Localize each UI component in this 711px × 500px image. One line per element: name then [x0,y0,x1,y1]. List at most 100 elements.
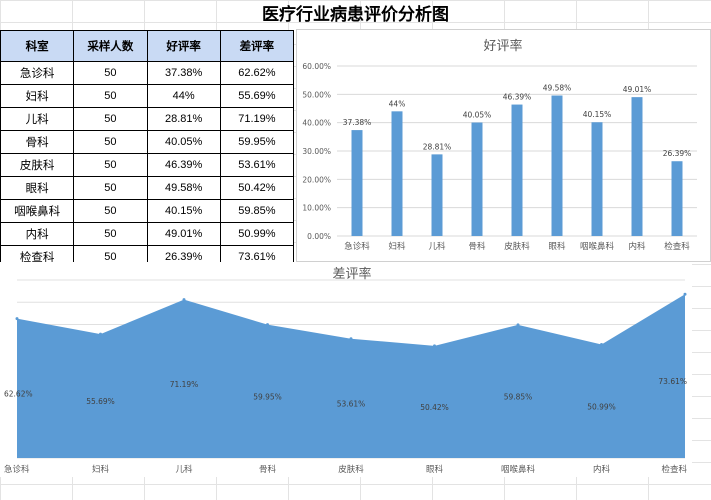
area-point[interactable] [15,317,19,321]
area-point[interactable] [516,323,520,327]
cell-good-rate[interactable]: 49.58% [146,176,221,200]
cell-bad-rate[interactable]: 55.69% [219,84,295,108]
area-chart-title: 差评率 [332,266,371,282]
good-rate-chart-panel[interactable]: 好评率 0.00% 10.00% 20.00% 30.00% 40.00% 50.00% 60… [296,29,711,262]
header-good-rate[interactable]: 好评率 [146,30,221,62]
bar-good-rate[interactable] [551,95,563,236]
bar-x-tick-label: 咽喉鼻科 [580,241,615,252]
cell-sample[interactable]: 50 [73,153,148,177]
area-x-tick-label: 检查科 [661,464,687,475]
cell-bad-rate[interactable]: 50.99% [219,222,295,246]
table-body: 急诊科 50 37.38% 62.62% 妇科 50 44% 55.69% 儿科 50 28.81%… [0,61,295,269]
cell-bad-rate[interactable]: 59.95% [219,130,295,154]
cell-dept[interactable]: 骨科 [0,130,75,154]
bar-y-tick-label: 10.00% [302,204,331,213]
table-row: 妇科 50 44% 55.69% [0,84,295,108]
table-header-row: 科室 采样人数 好评率 差评率 [0,30,295,62]
cell-dept[interactable]: 内科 [0,222,75,246]
bar-good-rate[interactable] [671,161,683,236]
area-x-tick-label: 眼科 [426,464,444,475]
area-point[interactable] [349,337,353,341]
data-table: 科室 采样人数 好评率 差评率 急诊科 50 37.38% 62.62% 妇科 50 44%… [0,30,295,269]
area-point[interactable] [99,332,102,336]
cell-dept[interactable]: 眼科 [0,176,75,200]
area-data-label: 50.42% [420,403,449,412]
area-data-label: 50.99% [587,402,616,411]
cell-dept[interactable]: 咽喉鼻科 [0,199,75,223]
page-title: 医疗行业病患评价分析图 [262,5,449,25]
cell-sample[interactable]: 50 [73,130,148,154]
header-bad-rate[interactable]: 差评率 [219,30,295,62]
cell-good-rate[interactable]: 40.05% [146,130,221,154]
bar-data-label: 26.39% [663,149,692,158]
bar-y-tick-label: 30.00% [302,147,331,156]
area-data-label: 59.95% [253,392,282,401]
bar-good-rate[interactable] [631,97,643,236]
cell-sample[interactable]: 50 [73,222,148,246]
area-point[interactable] [600,343,603,347]
bar-good-rate[interactable] [511,104,523,236]
bar-y-tick-label: 60.00% [302,62,331,71]
cell-dept[interactable]: 儿科 [0,107,75,131]
area-x-tick-label: 咽喉鼻科 [501,464,536,475]
bar-x-tick-label: 急诊科 [344,241,370,252]
bar-good-rate[interactable] [471,122,483,236]
cell-sample[interactable]: 50 [73,176,148,200]
bar-good-rate[interactable] [391,111,403,236]
cell-bad-rate[interactable]: 71.19% [219,107,295,131]
table-row: 眼科 50 49.58% 50.42% [0,176,295,200]
cell-sample[interactable]: 50 [73,61,148,85]
cell-bad-rate[interactable]: 53.61% [219,153,295,177]
bar-good-rate[interactable] [591,122,603,236]
bar-y-tick-label: 50.00% [302,90,331,99]
cell-bad-rate[interactable]: 50.42% [219,176,295,200]
bar-data-label: 40.15% [583,110,612,119]
cell-good-rate[interactable]: 46.39% [146,153,221,177]
area-x-tick-label: 皮肤科 [338,464,364,475]
header-sample[interactable]: 采样人数 [73,30,148,62]
bar-x-tick-label: 骨科 [468,241,486,252]
area-x-tick-label: 内科 [593,464,611,475]
header-dept[interactable]: 科室 [0,30,75,62]
area-x-tick-label: 儿科 [175,464,193,475]
cell-dept[interactable]: 妇科 [0,84,75,108]
bar-good-rate[interactable] [351,130,363,236]
bar-x-tick-label: 妇科 [388,241,406,252]
bar-data-label: 37.38% [343,118,372,127]
area-data-label: 73.61% [658,377,687,386]
area-point[interactable] [182,298,186,302]
cell-sample[interactable]: 50 [73,199,148,223]
cell-sample[interactable]: 50 [73,107,148,131]
cell-bad-rate[interactable]: 62.62% [219,61,295,85]
table-row: 急诊科 50 37.38% 62.62% [0,61,295,85]
area-data-label: 53.61% [337,399,366,408]
cell-sample[interactable]: 50 [73,84,148,108]
cell-good-rate[interactable]: 28.81% [146,107,221,131]
cell-dept[interactable]: 皮肤科 [0,153,75,177]
bad-rate-chart: 差评率 62.62% 急诊科 55.69% 妇科 71.19% 儿科 59.95% 骨科 53.6… [4,266,687,475]
cell-good-rate[interactable]: 49.01% [146,222,221,246]
area-data-label: 71.19% [170,380,199,389]
area-x-tick-label: 妇科 [92,464,110,475]
bar-x-tick-label: 检查科 [664,241,690,252]
area-series-bad-rate[interactable] [17,294,685,458]
bar-y-tick-label: 40.00% [302,119,331,128]
area-data-label: 59.85% [504,392,533,401]
good-rate-chart: 好评率 0.00% 10.00% 20.00% 30.00% 40.00% 50.00% 60… [302,38,697,252]
bar-good-rate[interactable] [431,154,443,236]
cell-good-rate[interactable]: 40.15% [146,199,221,223]
bar-data-label: 44% [389,99,406,108]
bar-x-tick-label: 眼科 [548,241,566,252]
table-row: 内科 50 49.01% 50.99% [0,222,295,246]
cell-dept[interactable]: 急诊科 [0,61,75,85]
cell-good-rate[interactable]: 44% [146,84,221,108]
bar-y-tick-label: 20.00% [302,175,331,184]
area-point[interactable] [683,292,687,296]
area-point[interactable] [266,323,269,327]
bar-data-label: 28.81% [423,142,452,151]
cell-bad-rate[interactable]: 59.85% [219,199,295,223]
table-row: 儿科 50 28.81% 71.19% [0,107,295,131]
cell-good-rate[interactable]: 37.38% [146,61,221,85]
area-point[interactable] [433,344,436,348]
bad-rate-chart-panel[interactable]: 差评率 62.62% 急诊科 55.69% 妇科 71.19% 儿科 59.95% 骨科 53.6… [0,262,692,477]
